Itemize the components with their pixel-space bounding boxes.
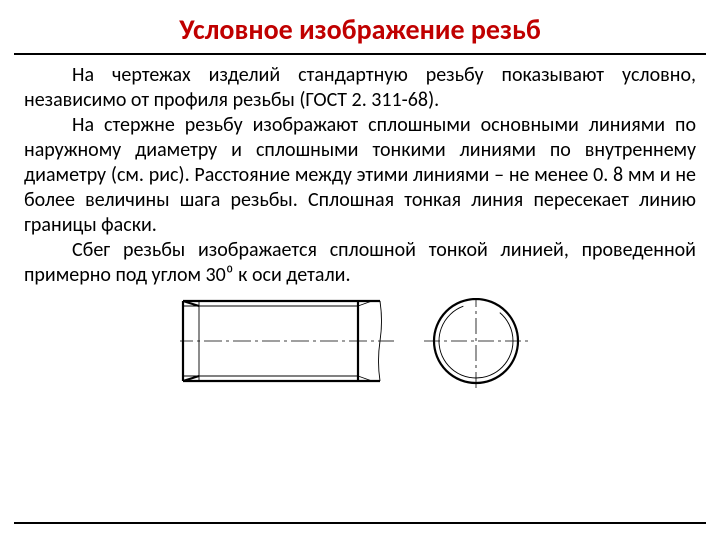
paragraph-1: На чертежах изделий стандартную резьбу п…	[24, 63, 696, 113]
paragraph-3: Сбег резьбы изображается сплошной тонкой…	[24, 238, 696, 288]
footer-line	[14, 522, 706, 524]
body-text: На чертежах изделий стандартную резьбу п…	[0, 55, 720, 288]
page-title: Условное изображение резьб	[0, 0, 720, 53]
title-text: Условное изображение резьб	[179, 12, 540, 47]
thread-diagram	[180, 298, 540, 390]
diagram-container	[0, 298, 720, 395]
paragraph-2: На стержне резьбу изображают сплошными о…	[24, 113, 696, 238]
